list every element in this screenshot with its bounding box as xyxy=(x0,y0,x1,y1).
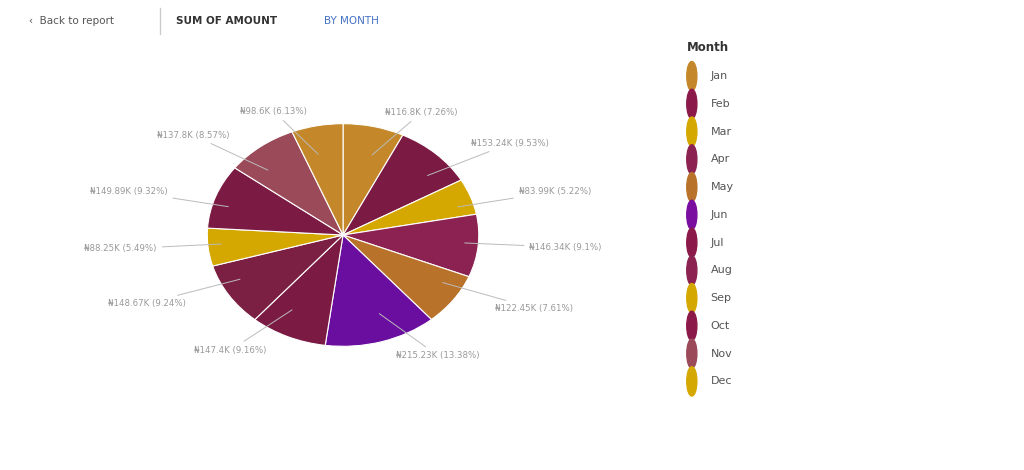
Text: Jan: Jan xyxy=(711,71,728,81)
Text: Apr: Apr xyxy=(711,154,730,164)
Wedge shape xyxy=(213,235,343,320)
Circle shape xyxy=(687,145,697,174)
Text: ₦149.89K (9.32%): ₦149.89K (9.32%) xyxy=(90,187,228,207)
Text: ₦147.4K (9.16%): ₦147.4K (9.16%) xyxy=(195,310,292,354)
Text: BY MONTH: BY MONTH xyxy=(324,16,379,26)
Text: ₦146.34K (9.1%): ₦146.34K (9.1%) xyxy=(465,243,602,252)
Text: Dec: Dec xyxy=(711,376,732,386)
Circle shape xyxy=(687,311,697,341)
Text: ₦116.8K (7.26%): ₦116.8K (7.26%) xyxy=(372,108,458,155)
Circle shape xyxy=(687,228,697,257)
Text: Nov: Nov xyxy=(711,349,732,359)
Wedge shape xyxy=(207,228,343,266)
Text: Oct: Oct xyxy=(711,321,730,331)
Text: ₦153.24K (9.53%): ₦153.24K (9.53%) xyxy=(428,139,549,175)
Text: Jul: Jul xyxy=(711,238,724,248)
Text: Mar: Mar xyxy=(711,126,731,137)
Circle shape xyxy=(687,89,697,118)
Wedge shape xyxy=(208,168,343,235)
Wedge shape xyxy=(343,180,476,235)
Text: ‹  Back to report: ‹ Back to report xyxy=(29,16,114,26)
Circle shape xyxy=(687,339,697,368)
Text: ₦83.99K (5.22%): ₦83.99K (5.22%) xyxy=(458,187,591,207)
Text: Aug: Aug xyxy=(711,266,732,275)
Text: May: May xyxy=(711,182,733,192)
Text: Feb: Feb xyxy=(711,99,730,109)
Text: ₦215.23K (13.38%): ₦215.23K (13.38%) xyxy=(379,313,480,360)
Text: ₦148.67K (9.24%): ₦148.67K (9.24%) xyxy=(108,279,240,308)
Circle shape xyxy=(687,200,697,229)
Text: SUM OF AMOUNT: SUM OF AMOUNT xyxy=(176,16,278,26)
Circle shape xyxy=(687,283,697,313)
Circle shape xyxy=(687,117,697,146)
Wedge shape xyxy=(343,124,402,235)
Text: ₦88.25K (5.49%): ₦88.25K (5.49%) xyxy=(84,244,221,253)
Wedge shape xyxy=(292,124,343,235)
Wedge shape xyxy=(234,132,343,235)
Circle shape xyxy=(687,172,697,202)
Text: Sep: Sep xyxy=(711,293,731,303)
Wedge shape xyxy=(255,235,343,345)
Wedge shape xyxy=(326,235,431,346)
Circle shape xyxy=(687,62,697,91)
Wedge shape xyxy=(343,235,469,320)
Text: ₦98.6K (6.13%): ₦98.6K (6.13%) xyxy=(241,107,318,154)
Text: ₦122.45K (7.61%): ₦122.45K (7.61%) xyxy=(442,282,573,313)
Text: ₦137.8K (8.57%): ₦137.8K (8.57%) xyxy=(157,131,268,170)
Text: Month: Month xyxy=(686,41,729,55)
Text: Jun: Jun xyxy=(711,210,728,220)
Circle shape xyxy=(687,367,697,396)
Wedge shape xyxy=(343,135,461,235)
Circle shape xyxy=(687,256,697,285)
Wedge shape xyxy=(343,214,479,277)
